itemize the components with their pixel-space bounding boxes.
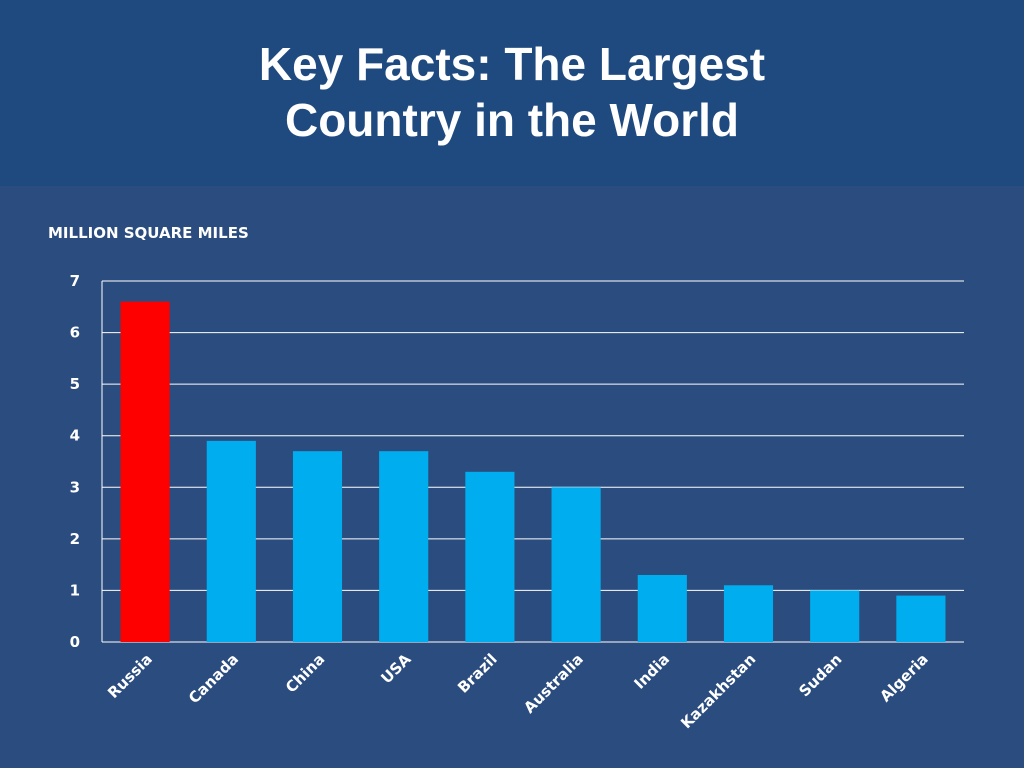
bar-russia (120, 301, 170, 642)
y-tick-label: 5 (70, 375, 80, 393)
y-axis-label: MILLION SQUARE MILES (48, 224, 249, 242)
y-tick-label: 1 (70, 581, 80, 599)
slide-title-line-2: Country in the World (284, 94, 739, 146)
x-tick-label: Sudan (795, 650, 845, 700)
bar-kazakhstan (723, 585, 774, 642)
x-tick-label: Australia (520, 650, 587, 717)
bar-brazil (465, 471, 515, 642)
title-band (0, 0, 1024, 186)
y-tick-label: 7 (70, 272, 80, 290)
y-tick-label: 6 (70, 324, 80, 342)
y-tick-label: 2 (70, 530, 80, 548)
x-tick-label: China (282, 650, 328, 696)
slide-title-line-1: Key Facts: The Largest (258, 38, 766, 90)
bar-canada (206, 440, 256, 642)
x-tick-label: Brazil (454, 650, 501, 697)
bar-australia (551, 487, 601, 642)
x-tick-label: USA (377, 650, 414, 687)
y-tick-label: 3 (70, 478, 80, 496)
x-tick-label: Algeria (876, 650, 931, 705)
x-tick-label: India (631, 650, 674, 693)
bar-usa (379, 451, 429, 642)
x-tick-label: Kazakhstan (677, 650, 759, 732)
y-tick-label: 4 (70, 427, 80, 445)
bar-china (292, 451, 343, 642)
y-tick-label: 0 (70, 633, 80, 651)
bar-india (637, 574, 687, 642)
x-tick-label: Russia (104, 650, 156, 702)
bar-algeria (896, 595, 946, 642)
bar-sudan (810, 590, 860, 642)
x-tick-label: Canada (185, 650, 242, 707)
slide-title: Key Facts: The Largest Country in the Wo… (0, 36, 1024, 148)
